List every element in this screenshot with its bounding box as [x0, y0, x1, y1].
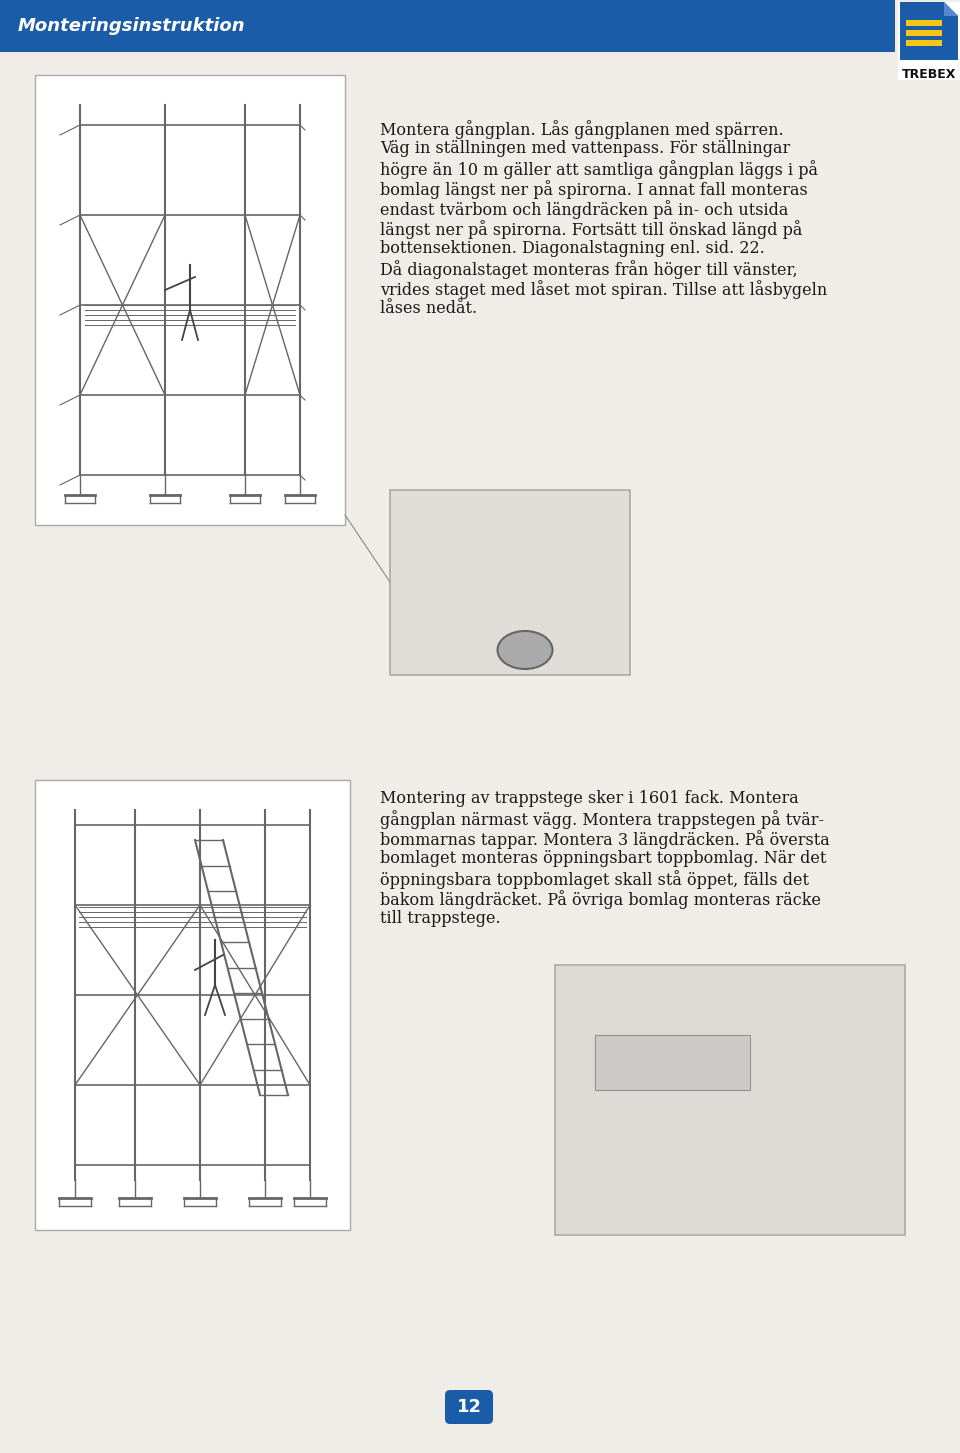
FancyBboxPatch shape — [445, 1391, 493, 1424]
Polygon shape — [900, 1, 958, 60]
Text: högre än 10 m gäller att samtliga gångplan läggs i på: högre än 10 m gäller att samtliga gångpl… — [380, 160, 818, 179]
Bar — [906, 41, 942, 46]
Text: Väg in ställningen med vattenpass. För ställningar: Väg in ställningen med vattenpass. För s… — [380, 139, 790, 157]
Text: bomlag längst ner på spirorna. I annat fall monteras: bomlag längst ner på spirorna. I annat f… — [380, 180, 807, 199]
Text: Monteringsinstruktion: Monteringsinstruktion — [18, 17, 246, 35]
Bar — [906, 20, 942, 26]
Polygon shape — [0, 0, 895, 52]
Text: Montera gångplan. Lås gångplanen med spärren.: Montera gångplan. Lås gångplanen med spä… — [380, 121, 783, 139]
Text: bakom längdräcket. På övriga bomlag monteras räcke: bakom längdräcket. På övriga bomlag mont… — [380, 891, 821, 910]
Bar — [898, 1, 960, 80]
Text: Då diagonalstaget monteras från höger till vänster,: Då diagonalstaget monteras från höger ti… — [380, 260, 798, 279]
Bar — [555, 965, 905, 1235]
Bar — [390, 490, 630, 676]
Bar — [906, 31, 942, 36]
Text: 12: 12 — [457, 1398, 482, 1417]
Text: TREBEX: TREBEX — [901, 67, 956, 80]
Text: bomlaget monteras öppningsbart toppbomlag. När det: bomlaget monteras öppningsbart toppbomla… — [380, 850, 827, 867]
Text: längst ner på spirorna. Fortsätt till önskad längd på: längst ner på spirorna. Fortsätt till ön… — [380, 219, 803, 238]
Bar — [35, 76, 345, 525]
Bar — [35, 780, 350, 1231]
Text: vrides staget med låset mot spiran. Tillse att låsbygeln: vrides staget med låset mot spiran. Till… — [380, 280, 828, 299]
Polygon shape — [944, 1, 958, 16]
FancyBboxPatch shape — [820, 0, 895, 52]
Text: öppningsbara toppbomlaget skall stå öppet, fälls det: öppningsbara toppbomlaget skall stå öppe… — [380, 870, 809, 889]
Text: gångplan närmast vägg. Montera trappstegen på tvär-: gångplan närmast vägg. Montera trappsteg… — [380, 809, 824, 828]
Text: bommarnas tappar. Montera 3 längdräcken. På översta: bommarnas tappar. Montera 3 längdräcken.… — [380, 830, 829, 849]
Text: endast tvärbom och längdräcken på in- och utsida: endast tvärbom och längdräcken på in- oc… — [380, 201, 788, 219]
Text: bottensektionen. Diagonalstagning enl. sid. 22.: bottensektionen. Diagonalstagning enl. s… — [380, 240, 765, 257]
Text: till trappstege.: till trappstege. — [380, 910, 500, 927]
Bar — [595, 1035, 750, 1090]
Text: låses nedåt.: låses nedåt. — [380, 299, 477, 317]
Ellipse shape — [497, 631, 553, 668]
Text: Montering av trappstege sker i 1601 fack. Montera: Montering av trappstege sker i 1601 fack… — [380, 790, 799, 806]
